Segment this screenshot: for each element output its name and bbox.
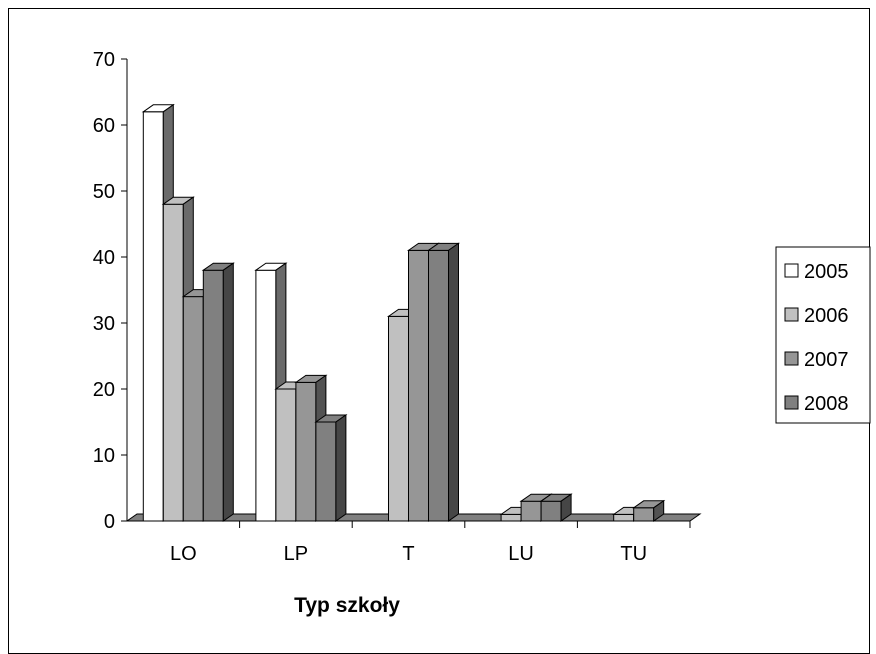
- legend-swatch-2007: [784, 351, 799, 366]
- bar-front: [202, 269, 224, 522]
- y-tick-label: 50: [93, 181, 115, 203]
- y-tick-label: 0: [104, 511, 115, 533]
- bar-front: [275, 388, 297, 522]
- y-tick-label: 30: [93, 313, 115, 335]
- bar-front: [540, 500, 562, 522]
- bar-side: [448, 242, 459, 522]
- x-tick-label: LP: [284, 543, 308, 565]
- y-tick-label: 10: [93, 445, 115, 467]
- y-tick-label: 60: [93, 115, 115, 137]
- legend-label-2006: 2006: [804, 305, 849, 327]
- x-tick-label: LO: [170, 543, 197, 565]
- bar-front: [633, 507, 655, 522]
- bar-front: [295, 381, 317, 522]
- legend-label-2007: 2007: [804, 349, 849, 371]
- legend-label-2005: 2005: [804, 261, 849, 283]
- bar-2008-LU: [539, 493, 573, 522]
- legend-swatch-2005: [784, 263, 799, 278]
- bar-2008-T: [426, 242, 461, 522]
- bar-front: [255, 269, 277, 522]
- bar-side: [335, 414, 347, 522]
- bar-side: [560, 493, 572, 522]
- bar-front: [388, 315, 409, 522]
- y-tick-label: 70: [93, 49, 115, 71]
- bar-front: [500, 513, 522, 522]
- bar-side: [222, 262, 234, 522]
- x-tick-label: T: [402, 543, 414, 565]
- y-tick-label: 40: [93, 247, 115, 269]
- bar-front: [182, 296, 204, 522]
- bar-front: [142, 111, 164, 522]
- chart-tick-labels: 0 10 20 30 40 50 60 70 LO LP T LU TU: [93, 49, 647, 565]
- x-tick-label: LU: [508, 543, 534, 565]
- legend-swatch-2008: [784, 395, 799, 410]
- chart-bars: [141, 103, 666, 522]
- bar-front: [408, 249, 429, 522]
- bar-2007-TU: [632, 499, 666, 522]
- x-axis-title: Typ szkoły: [294, 594, 400, 617]
- x-tick-label: TU: [620, 543, 647, 565]
- bar-front: [613, 513, 635, 522]
- legend-swatch-2006: [784, 307, 799, 322]
- y-tick-label: 20: [93, 379, 115, 401]
- bar-front: [520, 500, 542, 522]
- bar-side: [653, 499, 665, 522]
- legend: 2005 2006 2007 2008: [775, 246, 871, 424]
- bar-front: [428, 249, 449, 522]
- bar-front: [315, 421, 337, 522]
- bar-front: [162, 203, 184, 522]
- bar-2008-LO: [201, 262, 235, 522]
- legend-label-2008: 2008: [804, 393, 849, 415]
- bar-2008-LP: [314, 414, 348, 522]
